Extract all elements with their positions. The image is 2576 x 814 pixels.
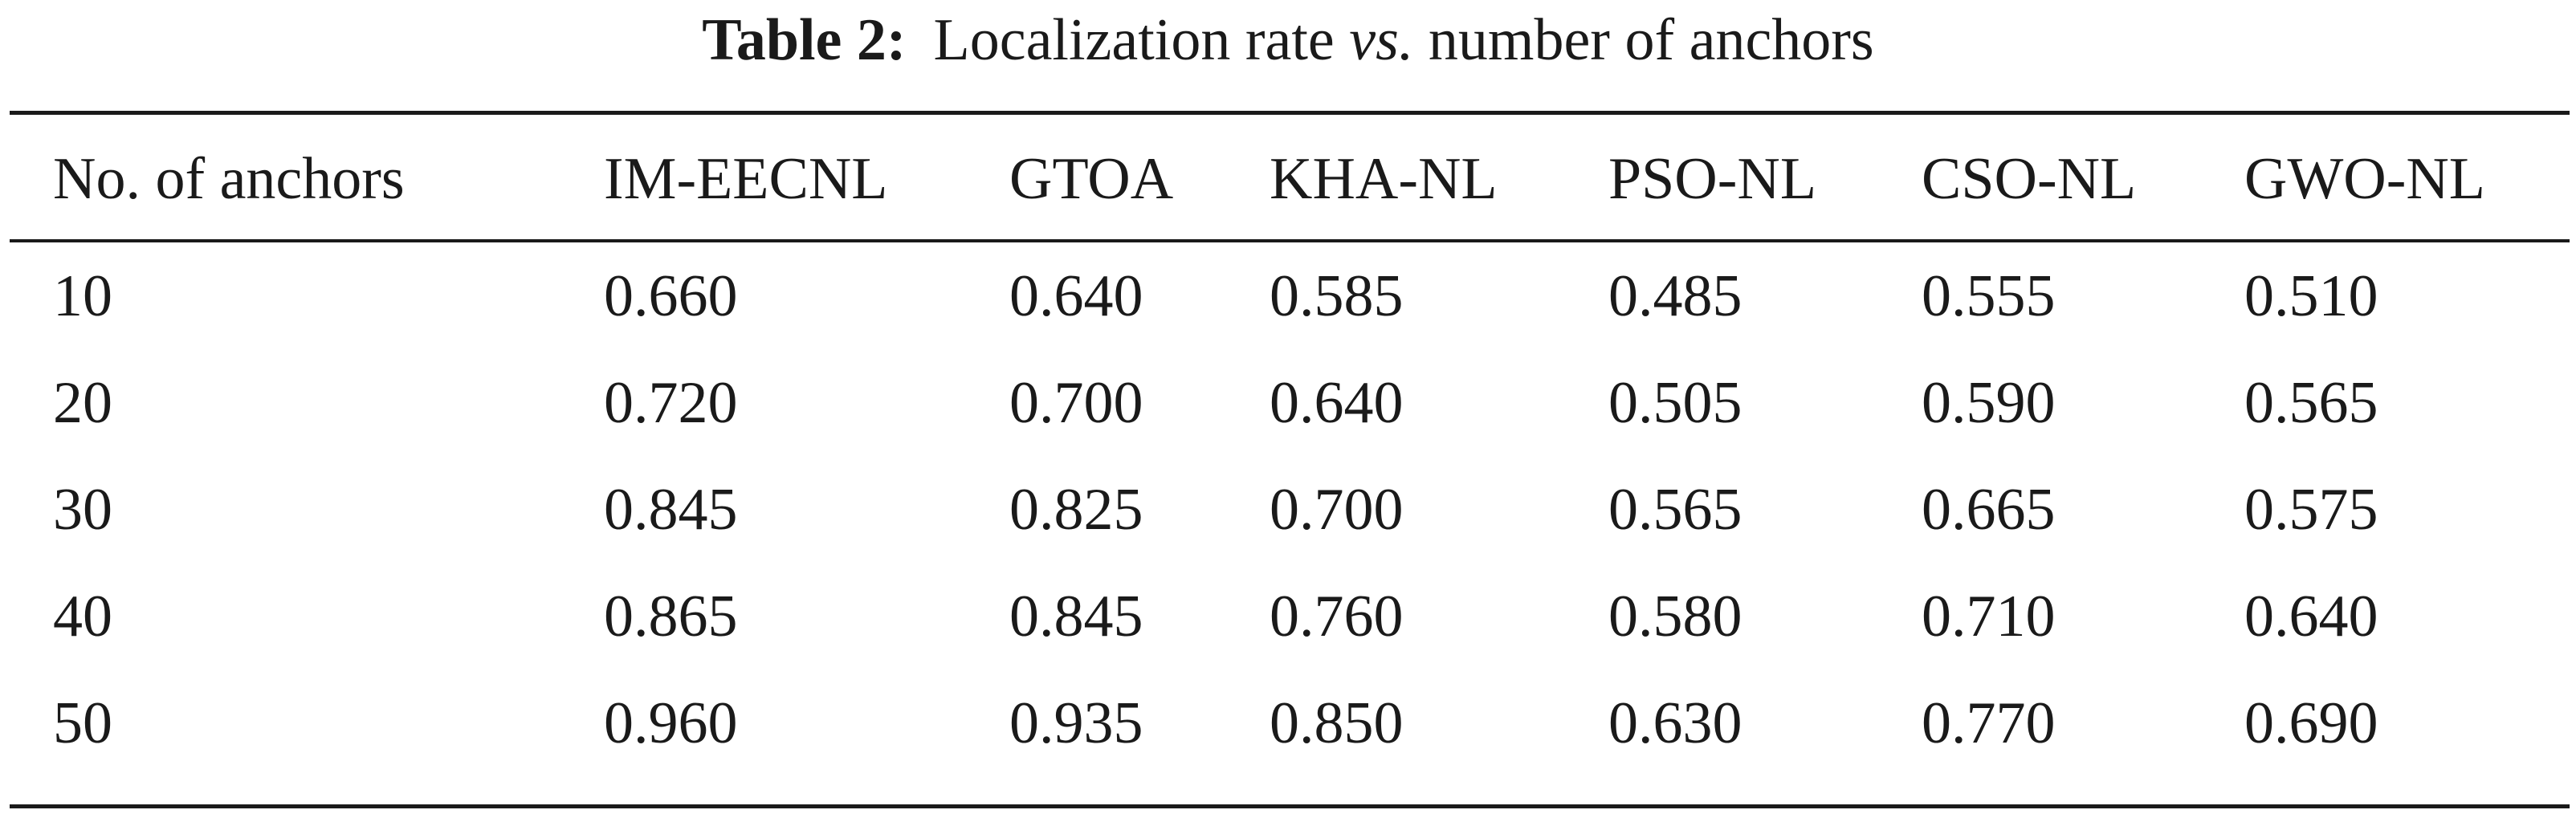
table-cell: 0.700 <box>1009 370 1143 436</box>
table-cell: 0.710 <box>1922 584 2056 649</box>
table-caption: Table 2: Localization rate vs. number of… <box>0 0 2576 80</box>
table-cell: 0.580 <box>1608 584 1742 649</box>
table-row: 20 0.720 0.700 0.640 0.505 0.590 0.565 <box>0 350 2576 457</box>
table-cell: 0.760 <box>1270 584 1404 649</box>
caption-text-before: Localization rate <box>933 6 1335 73</box>
table-cell: 0.935 <box>1009 690 1143 756</box>
table-cell: 0.640 <box>1270 370 1404 436</box>
caption-text-after: number of anchors <box>1428 6 1874 73</box>
table-cell: 0.660 <box>604 263 738 329</box>
table-cell: 0.825 <box>1009 477 1143 543</box>
table-cell: 0.565 <box>1608 477 1742 543</box>
table-cell: 0.630 <box>1608 690 1742 756</box>
table-cell: 0.510 <box>2244 263 2378 329</box>
table-row: 30 0.845 0.825 0.700 0.565 0.665 0.575 <box>0 457 2576 564</box>
table-cell: 30 <box>53 477 112 543</box>
table-cell: 0.575 <box>2244 477 2378 543</box>
header-cell: IM-EECNL <box>604 145 888 212</box>
header-cell: CSO-NL <box>1922 145 2137 212</box>
table-row: 10 0.660 0.640 0.585 0.485 0.555 0.510 <box>0 243 2576 350</box>
header-row: No. of anchors IM-EECNL GTOA KHA-NL PSO-… <box>0 115 2576 243</box>
table-cell: 0.485 <box>1608 263 1742 329</box>
header-cell: GTOA <box>1009 145 1174 212</box>
table-cell: 0.565 <box>2244 370 2378 436</box>
table-cell: 0.640 <box>2244 584 2378 649</box>
table-cell: 0.720 <box>604 370 738 436</box>
table-row: 50 0.960 0.935 0.850 0.630 0.770 0.690 <box>0 670 2576 777</box>
table-cell: 0.665 <box>1922 477 2056 543</box>
table-cell: 0.590 <box>1922 370 2056 436</box>
header-rule <box>10 239 2570 242</box>
caption-label: Table 2: <box>702 6 907 73</box>
table-cell: 0.960 <box>604 690 738 756</box>
table-cell: 0.845 <box>1009 584 1143 649</box>
table-cell: 0.770 <box>1922 690 2056 756</box>
table-cell: 0.555 <box>1922 263 2056 329</box>
header-cell: KHA-NL <box>1270 145 1498 212</box>
table-cell: 0.690 <box>2244 690 2378 756</box>
table-cell: 0.865 <box>604 584 738 649</box>
top-rule <box>10 111 2570 115</box>
localization-rate-table: No. of anchors IM-EECNL GTOA KHA-NL PSO-… <box>0 115 2576 777</box>
header-cell: GWO-NL <box>2244 145 2486 212</box>
bottom-rule <box>10 804 2570 808</box>
table-cell: 20 <box>53 370 112 436</box>
table-row: 40 0.865 0.845 0.760 0.580 0.710 0.640 <box>0 564 2576 670</box>
header-cell: No. of anchors <box>53 145 405 212</box>
table-cell: 0.640 <box>1009 263 1143 329</box>
table-cell: 0.700 <box>1270 477 1404 543</box>
header-cell: PSO-NL <box>1608 145 1817 212</box>
table-cell: 0.505 <box>1608 370 1742 436</box>
table-cell: 0.850 <box>1270 690 1404 756</box>
caption-text-italic: vs. <box>1349 6 1414 73</box>
table-cell: 40 <box>53 584 112 649</box>
table-cell: 0.585 <box>1270 263 1404 329</box>
table-cell: 50 <box>53 690 112 756</box>
table-cell: 10 <box>53 263 112 329</box>
table-cell: 0.845 <box>604 477 738 543</box>
